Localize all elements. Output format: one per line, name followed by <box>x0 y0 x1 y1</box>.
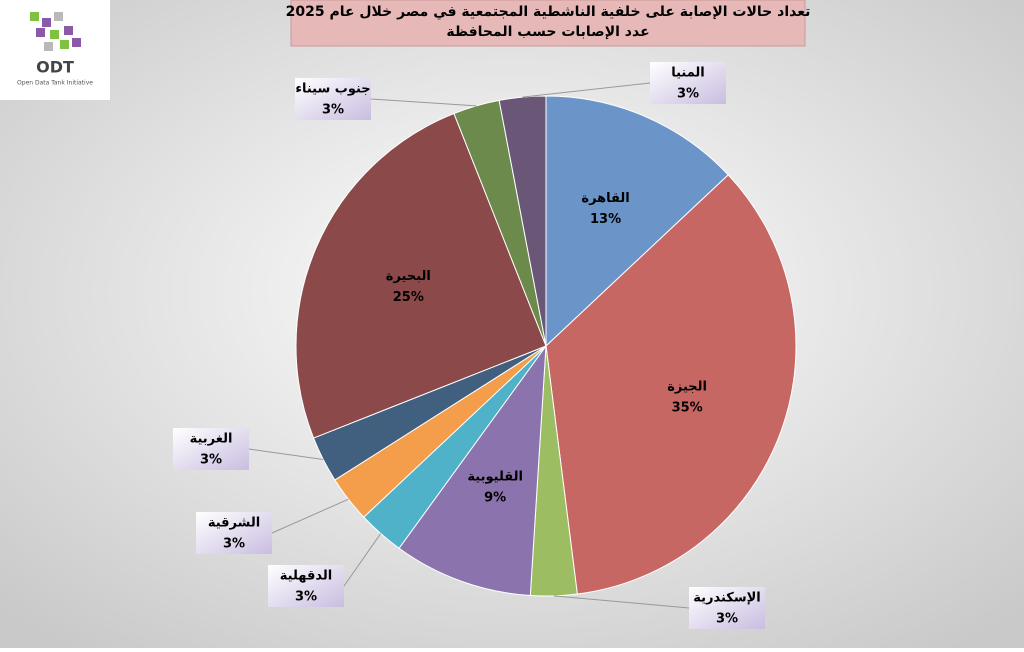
logo-name: ODT <box>36 58 74 77</box>
value-label: 13% <box>590 212 621 227</box>
label-box <box>268 565 344 607</box>
logo-tagline: Open Data Tank Initiative <box>17 80 93 87</box>
category-label: الإسكندرية <box>693 591 761 606</box>
category-label: جنوب سيناء <box>295 82 370 97</box>
chart-title: تعداد حالات الإصابة على خلفية الناشطية ا… <box>286 4 811 20</box>
pie-slice <box>545 95 729 348</box>
category-label: الجيزة <box>667 379 707 394</box>
category-label: الشرقية <box>208 516 260 531</box>
value-label: 3% <box>322 103 344 118</box>
pie-slice <box>398 344 547 597</box>
label-box <box>173 428 249 470</box>
category-label: المنيا <box>671 66 705 81</box>
label-box <box>689 587 765 629</box>
value-label: 3% <box>716 612 738 627</box>
category-label: الغربية <box>190 432 233 447</box>
value-label: 3% <box>677 87 699 102</box>
logo-icon <box>30 12 81 51</box>
label-box <box>650 62 726 104</box>
category-label: الدقهلية <box>280 569 332 584</box>
value-label: 9% <box>484 491 506 506</box>
category-label: القاهرة <box>581 191 629 206</box>
category-label: القليوبية <box>467 470 523 485</box>
value-label: 3% <box>223 537 245 552</box>
label-box <box>196 512 272 554</box>
pie-slice <box>295 112 547 439</box>
pie-slice <box>545 174 797 595</box>
label-box <box>295 78 371 120</box>
chart-subtitle: عدد الإصابات حسب المحافظة <box>446 24 649 40</box>
value-label: 25% <box>393 290 424 305</box>
title-box <box>290 0 806 47</box>
value-label: 3% <box>295 590 317 605</box>
value-label: 35% <box>672 400 703 415</box>
value-label: 3% <box>200 453 222 468</box>
category-label: البحيرة <box>386 269 431 284</box>
